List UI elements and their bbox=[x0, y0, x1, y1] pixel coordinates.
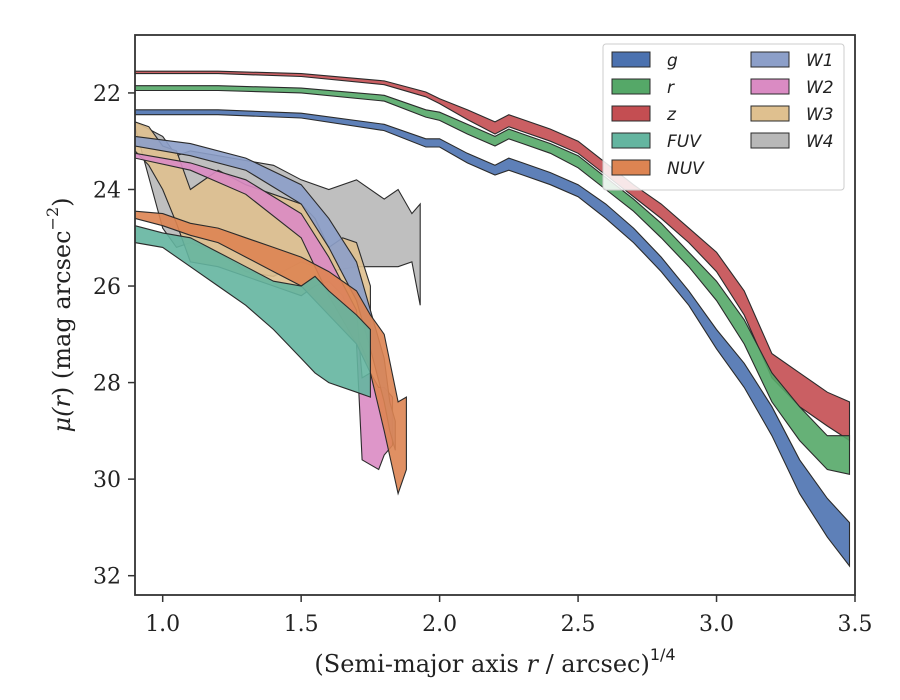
legend-swatch-W2 bbox=[750, 78, 790, 95]
x-tick-label: 2.5 bbox=[561, 612, 596, 637]
x-tick-label: 2.0 bbox=[422, 612, 457, 637]
band-r bbox=[134, 85, 851, 475]
band-NUV bbox=[134, 210, 407, 496]
legend-label-FUV: FUV bbox=[667, 132, 702, 152]
x-tick-label: 1.0 bbox=[145, 612, 180, 637]
y-axis-ticks: 22 24 26 28 30 32 bbox=[93, 82, 135, 590]
legend-swatch-W1 bbox=[750, 51, 790, 68]
legend-label-r: r bbox=[667, 78, 675, 98]
legend-swatch-z bbox=[611, 105, 651, 122]
legend-label-z: z bbox=[666, 105, 677, 125]
legend-swatch-g bbox=[611, 51, 651, 68]
y-axis-label: μ(r) (mag arcsec−2) bbox=[43, 197, 76, 432]
plot-frame bbox=[134, 34, 856, 596]
y-tick-label: 24 bbox=[93, 178, 121, 203]
y-tick-label: 28 bbox=[93, 372, 121, 397]
band-FUV bbox=[134, 224, 371, 398]
legend-swatch-W4 bbox=[750, 132, 790, 149]
y-tick-label: 30 bbox=[93, 468, 121, 493]
y-tick-label: 26 bbox=[93, 275, 121, 300]
y-tick-label: 22 bbox=[93, 82, 121, 107]
legend-swatch-r bbox=[611, 78, 651, 95]
legend-label-NUV: NUV bbox=[667, 159, 705, 179]
x-tick-label: 3.0 bbox=[699, 612, 734, 637]
legend-label-W2: W2 bbox=[806, 78, 834, 98]
band-g bbox=[134, 109, 851, 568]
x-tick-label: 1.5 bbox=[284, 612, 319, 637]
x-axis-label: (Semi-major axis r / arcsec)1/4 bbox=[314, 645, 675, 678]
legend: grz FUV NUV W1 W2 W3 W4 bbox=[602, 43, 845, 191]
x-tick-label: 3.5 bbox=[838, 612, 873, 637]
legend-label-W1: W1 bbox=[806, 51, 834, 71]
legend-label-W4: W4 bbox=[806, 132, 834, 152]
legend-label-W3: W3 bbox=[806, 105, 834, 125]
legend-swatch-W3 bbox=[750, 105, 790, 122]
x-axis-ticks: 1.0 1.5 2.0 2.5 3.0 3.5 bbox=[145, 595, 873, 637]
legend-swatch-NUV bbox=[611, 159, 651, 176]
y-tick-label: 32 bbox=[93, 565, 121, 590]
legend-swatch-FUV bbox=[611, 132, 651, 149]
legend-label-g: g bbox=[667, 51, 678, 71]
profile-bands bbox=[134, 70, 851, 568]
